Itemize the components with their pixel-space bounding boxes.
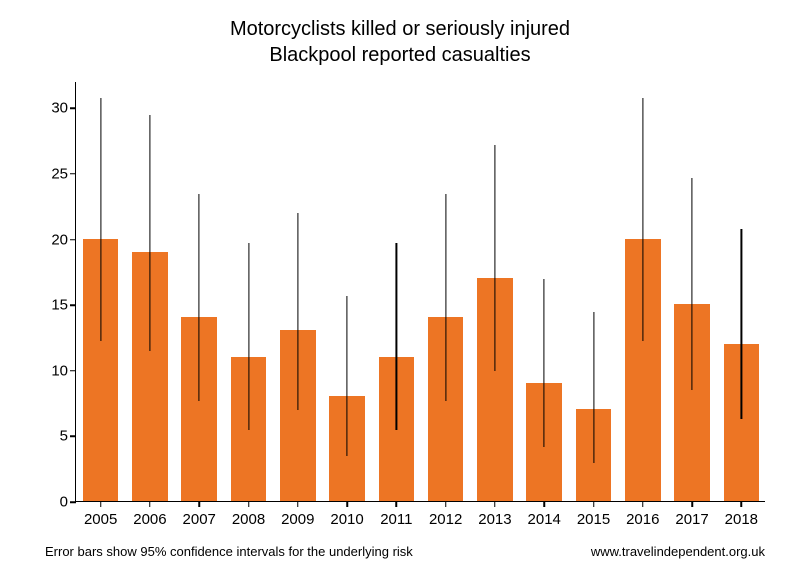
chart-title-line2: Blackpool reported casualties — [0, 44, 800, 67]
xtick-label: 2009 — [281, 501, 314, 528]
ytick-label: 20 — [51, 231, 76, 248]
xtick-label: 2017 — [675, 501, 708, 528]
xtick-label: 2010 — [330, 501, 363, 528]
error-bar — [396, 243, 397, 429]
error-bar — [691, 178, 692, 391]
ytick-label: 25 — [51, 165, 76, 182]
error-bar — [741, 229, 742, 419]
chart-title-line1: Motorcyclists killed or seriously injure… — [0, 18, 800, 41]
plot-area: 0510152025302005200620072008200920102011… — [75, 82, 765, 502]
error-bar — [494, 145, 495, 371]
chart-container: Motorcyclists killed or seriously injure… — [0, 0, 800, 580]
error-bar — [445, 194, 446, 401]
error-bar — [100, 98, 101, 341]
error-bar — [642, 98, 643, 341]
xtick-label: 2014 — [528, 501, 561, 528]
xtick-label: 2015 — [577, 501, 610, 528]
xtick-label: 2016 — [626, 501, 659, 528]
error-bar — [149, 115, 150, 351]
footer-note: Error bars show 95% confidence intervals… — [45, 544, 413, 559]
error-bar — [544, 279, 545, 447]
ytick-label: 0 — [60, 494, 76, 511]
ytick-label: 10 — [51, 362, 76, 379]
error-bar — [248, 243, 249, 429]
xtick-label: 2018 — [725, 501, 758, 528]
error-bar — [199, 194, 200, 401]
footer-source: www.travelindependent.org.uk — [591, 544, 765, 559]
ytick-label: 15 — [51, 297, 76, 314]
xtick-label: 2013 — [478, 501, 511, 528]
xtick-label: 2008 — [232, 501, 265, 528]
xtick-label: 2006 — [133, 501, 166, 528]
xtick-label: 2012 — [429, 501, 462, 528]
xtick-label: 2007 — [183, 501, 216, 528]
xtick-label: 2005 — [84, 501, 117, 528]
xtick-label: 2011 — [380, 501, 412, 528]
error-bar — [297, 213, 298, 410]
error-bar — [593, 312, 594, 463]
ytick-label: 5 — [60, 428, 76, 445]
error-bar — [346, 296, 347, 456]
ytick-label: 30 — [51, 100, 76, 117]
